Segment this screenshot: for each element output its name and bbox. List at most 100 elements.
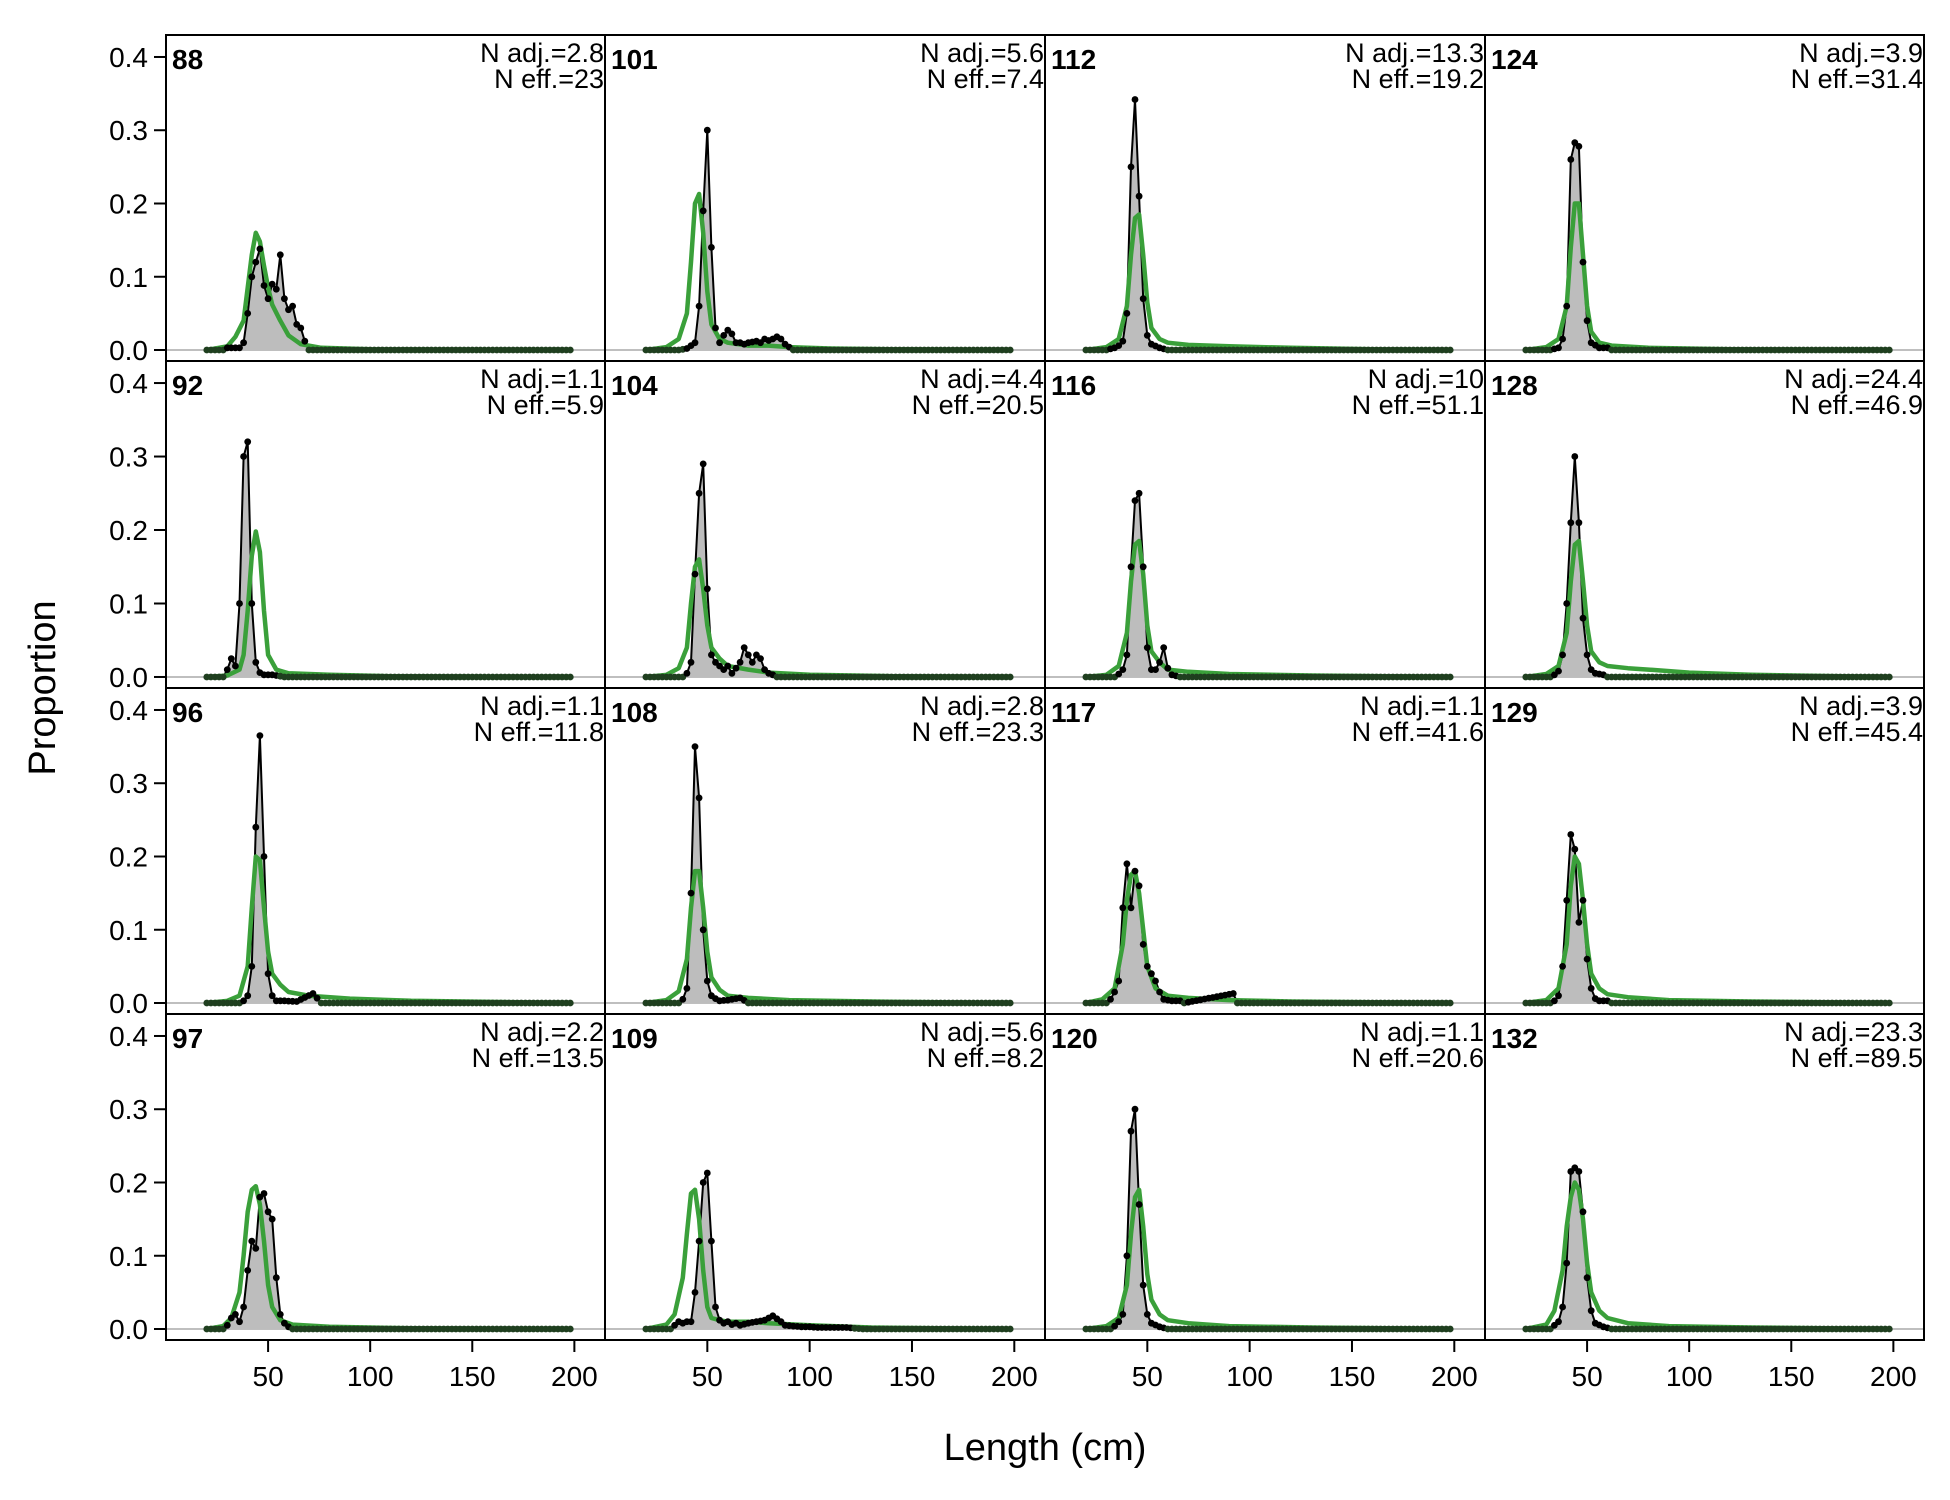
observed-point	[1563, 897, 1571, 904]
x-tick-label: 100	[1226, 1361, 1273, 1392]
expected-curve	[206, 1183, 571, 1332]
observed-point	[301, 337, 309, 345]
observed-point	[1119, 337, 1127, 345]
observed-point	[708, 651, 715, 659]
observed-point	[724, 662, 732, 670]
observed-point	[1123, 1252, 1131, 1260]
observed-point	[1006, 346, 1014, 354]
x-tick-label: 200	[1870, 1361, 1917, 1392]
x-tick-label: 200	[1431, 1361, 1478, 1392]
panel-101: 101 N adj.=5.6N eff.=7.4	[604, 34, 1046, 362]
observed-point	[1156, 988, 1163, 996]
n-adj-label: N adj.=1.1	[1360, 691, 1484, 721]
y-tick-label: 0.2	[109, 515, 148, 546]
observed-point	[1115, 977, 1123, 985]
observed-point	[244, 992, 252, 1000]
observed-point	[297, 324, 305, 332]
observed-point	[1107, 995, 1114, 1003]
panel-plot-area	[1045, 1105, 1485, 1333]
n-eff-label: N eff.=23	[494, 64, 604, 94]
observed-point	[712, 1303, 719, 1311]
observed-fill	[206, 1193, 571, 1330]
panel-plot-area	[166, 732, 605, 1007]
n-adj-label: N adj.=1.1	[480, 691, 604, 721]
y-tick-label: 0.1	[109, 588, 148, 619]
panel-label: 124	[1491, 44, 1538, 75]
expected-curve	[645, 557, 1011, 680]
observed-point	[1575, 919, 1583, 926]
n-eff-label: N eff.=31.4	[1791, 64, 1923, 94]
observed-point	[712, 324, 719, 332]
panel-label: 92	[172, 370, 203, 401]
observed-point	[691, 1289, 699, 1296]
panel-plot-area	[1045, 860, 1485, 1007]
observed-point	[708, 1237, 715, 1245]
observed-point	[1579, 258, 1587, 266]
panel-label: 108	[611, 697, 658, 728]
panel-plot-area	[1485, 1164, 1924, 1333]
x-tick-label: 50	[692, 1361, 723, 1392]
observed-point	[1559, 335, 1566, 343]
observed-point	[1131, 497, 1139, 504]
panel-108: 108 N adj.=2.8N eff.=23.3	[604, 687, 1046, 1015]
observed-point	[1563, 1259, 1571, 1267]
observed-point	[728, 330, 736, 338]
observed-point	[695, 489, 703, 497]
observed-point	[1143, 332, 1151, 339]
n-eff-label: N eff.=19.2	[1352, 64, 1484, 94]
observed-point	[703, 585, 711, 593]
observed-point	[691, 339, 699, 347]
observed-point	[1123, 310, 1131, 317]
observed-point	[252, 258, 260, 266]
y-tick-label: 0.0	[109, 662, 148, 693]
n-adj-label: N adj.=13.3	[1345, 38, 1484, 68]
observed-point	[1123, 860, 1131, 868]
panel-label: 117	[1051, 697, 1096, 728]
expected-curve	[206, 854, 571, 1006]
x-tick-label: 150	[449, 1361, 496, 1392]
n-eff-label: N eff.=20.5	[912, 390, 1044, 420]
n-eff-label: N eff.=41.6	[1352, 717, 1484, 747]
observed-point	[1139, 563, 1147, 571]
observed-point	[268, 992, 276, 1000]
observed-point	[1152, 666, 1159, 673]
observed-point	[1127, 1127, 1135, 1135]
observed-point	[264, 970, 272, 978]
panel-117: 117 N adj.=1.1N eff.=41.6	[1044, 687, 1486, 1015]
observed-point	[236, 344, 243, 352]
observed-point	[260, 1190, 268, 1197]
observed-point	[1583, 651, 1591, 659]
observed-point	[1119, 666, 1127, 673]
panel-plot-area	[1485, 453, 1924, 681]
panel-label: 109	[611, 1023, 658, 1054]
observed-point	[1559, 651, 1566, 659]
n-adj-label: N adj.=2.8	[920, 691, 1044, 721]
observed-point	[276, 1311, 284, 1318]
observed-point	[1131, 867, 1139, 875]
observed-point	[1006, 999, 1014, 1007]
observed-point	[1006, 673, 1014, 681]
n-adj-label: N adj.=2.2	[480, 1017, 604, 1047]
observed-point	[1579, 614, 1587, 622]
observed-point	[223, 666, 231, 673]
panel-116: 116 N adj.=10N eff.=51.1	[1044, 360, 1486, 689]
observed-point	[1006, 1325, 1014, 1333]
x-tick-label: 200	[551, 1361, 598, 1392]
y-tick-label: 0.2	[109, 1167, 148, 1198]
n-adj-label: N adj.=23.3	[1784, 1017, 1923, 1047]
x-tick-label: 50	[253, 1361, 284, 1392]
y-tick-label: 0.3	[109, 442, 148, 473]
y-tick-label: 0.1	[109, 262, 148, 293]
n-eff-label: N eff.=11.8	[474, 717, 604, 747]
observed-point	[272, 285, 280, 293]
observed-point	[268, 1215, 276, 1223]
observed-point	[1143, 1311, 1151, 1318]
panel-label: 96	[172, 697, 203, 728]
observed-point	[566, 1325, 574, 1333]
x-axis-title: Length (cm)	[944, 1427, 1147, 1469]
observed-point	[716, 339, 723, 347]
observed-point	[1123, 651, 1131, 659]
observed-point	[1567, 156, 1575, 163]
observed-point	[1575, 519, 1583, 527]
panel-plot-area	[605, 126, 1045, 354]
